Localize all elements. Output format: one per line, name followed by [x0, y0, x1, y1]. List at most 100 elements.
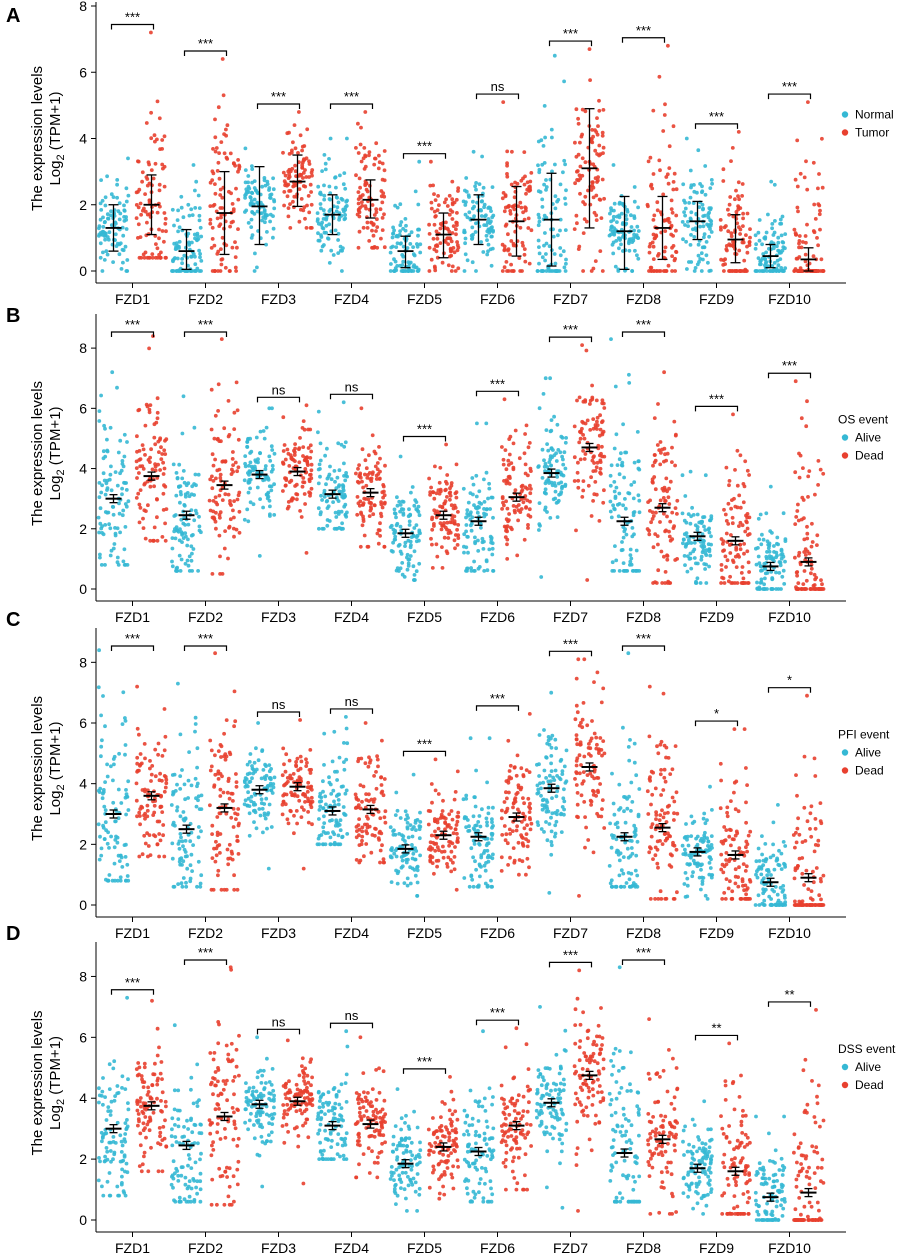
data-point [359, 406, 364, 411]
data-point [340, 198, 345, 202]
data-point [115, 195, 119, 200]
y-tick-label: 2 [79, 521, 87, 537]
data-point [435, 236, 440, 241]
data-point [186, 563, 191, 568]
data-point [689, 185, 693, 190]
data-point [316, 430, 320, 435]
data-point [451, 506, 456, 511]
data-point [812, 572, 817, 577]
data-point [429, 536, 433, 541]
point-group-alive [170, 394, 203, 573]
data-point [624, 217, 629, 222]
data-point [137, 449, 142, 453]
bracket-line [256, 103, 301, 109]
point-group-alive [242, 406, 277, 558]
data-point [814, 587, 819, 591]
data-point [310, 822, 314, 827]
data-point [818, 208, 822, 213]
data-point [730, 521, 735, 526]
data-point [803, 259, 808, 264]
data-point [577, 173, 582, 178]
data-point [602, 406, 607, 410]
data-point [232, 887, 237, 892]
data-point [153, 255, 158, 260]
data-point [247, 469, 252, 473]
data-point [170, 207, 175, 212]
data-point [804, 159, 808, 164]
data-point [651, 232, 656, 237]
data-point [382, 489, 386, 494]
data-point [356, 823, 361, 827]
data-point [356, 759, 360, 764]
data-point [141, 447, 146, 452]
data-point [162, 184, 167, 189]
data-point [562, 79, 566, 84]
data-point [103, 237, 107, 242]
data-point [737, 493, 742, 498]
data-point [101, 250, 105, 255]
data-point [395, 495, 399, 500]
y-axis-title-log: Log [47, 791, 64, 816]
data-point [398, 503, 403, 507]
data-point [197, 248, 202, 253]
data-point [213, 859, 218, 864]
data-point [113, 220, 118, 225]
data-point [316, 481, 321, 486]
data-point [709, 219, 714, 224]
data-point [521, 500, 526, 505]
data-point [102, 804, 107, 809]
data-point [123, 716, 127, 720]
data-point [178, 832, 183, 836]
data-point [393, 530, 397, 535]
data-point [662, 113, 667, 117]
y-tick-label: 6 [79, 715, 87, 731]
point-group-alive [242, 721, 277, 871]
data-point [336, 441, 341, 446]
data-point [293, 146, 298, 151]
y-tick-label: 6 [79, 400, 87, 416]
data-point [487, 481, 491, 486]
data-point [768, 484, 773, 489]
data-point [304, 757, 308, 762]
data-point [322, 821, 327, 825]
data-point [762, 269, 766, 273]
data-point [757, 269, 762, 273]
data-point [356, 121, 360, 126]
data-point [152, 435, 157, 440]
data-point [263, 183, 268, 188]
significance-label: ns [272, 382, 286, 397]
data-point [339, 526, 344, 531]
data-point [406, 269, 411, 273]
data-point [324, 223, 329, 228]
data-point [243, 780, 247, 785]
data-point [609, 232, 613, 237]
data-point [336, 833, 341, 838]
data-point [456, 266, 461, 271]
data-point [317, 817, 321, 821]
data-point [153, 442, 158, 447]
data-point [665, 581, 670, 585]
data-point [434, 542, 439, 547]
data-point [601, 500, 606, 505]
data-point [236, 493, 241, 498]
data-point [473, 505, 478, 510]
data-point [487, 230, 492, 235]
data-point [111, 505, 116, 509]
data-point [136, 222, 141, 227]
bracket-line [694, 405, 739, 412]
data-point [234, 784, 239, 789]
data-point [475, 510, 480, 515]
data-point [759, 542, 764, 547]
data-point [151, 176, 156, 181]
data-point [189, 783, 194, 788]
bracket-line [329, 393, 374, 400]
data-point [383, 500, 387, 505]
data-point [505, 174, 510, 179]
data-point [234, 186, 238, 191]
data-point [721, 549, 725, 553]
data-point [664, 269, 669, 273]
data-point [372, 162, 377, 167]
data-point [556, 233, 560, 238]
data-point [485, 568, 490, 573]
